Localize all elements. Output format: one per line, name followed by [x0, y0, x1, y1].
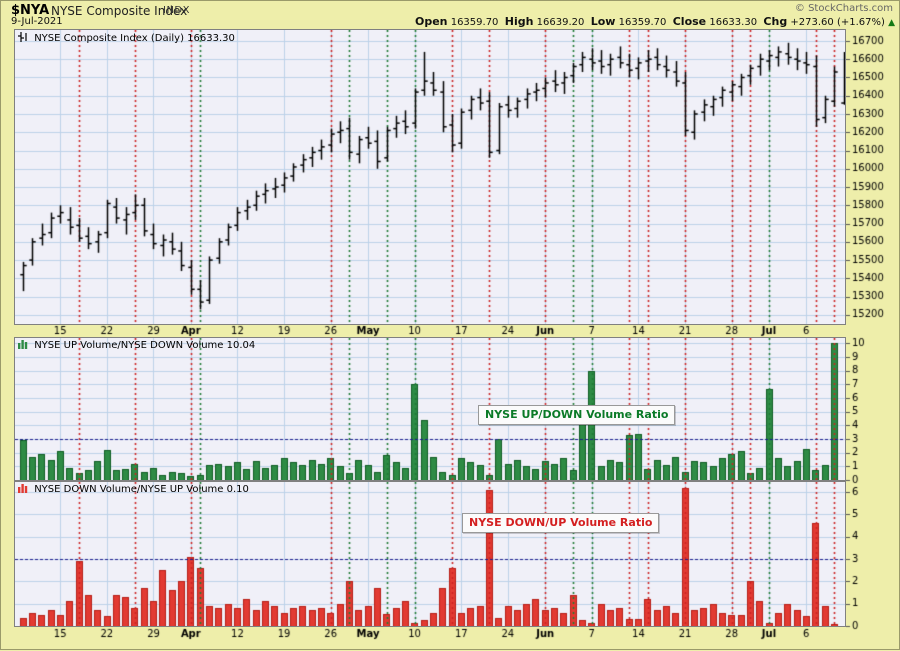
- chg-value: +273.60 (+1.67%): [790, 17, 885, 28]
- chart-header: $NYA NYSE Composite Index INDX 9-Jul-202…: [1, 1, 900, 28]
- bottom-x-axis: [14, 627, 846, 641]
- open-label: Open: [414, 15, 448, 28]
- downup-volume-panel[interactable]: [14, 481, 846, 627]
- high-label: High: [504, 15, 534, 28]
- open-value: 16359.70: [450, 17, 499, 28]
- price-panel[interactable]: [14, 29, 846, 325]
- high-value: 16639.20: [536, 17, 585, 28]
- updown-annotation-label: NYSE UP/DOWN Volume Ratio: [478, 405, 676, 425]
- chart-date: 9-Jul-2021: [11, 16, 63, 27]
- quote-bar: Open 16359.70 High 16639.20 Low 16359.70…: [415, 15, 895, 28]
- ticker-type: INDX: [163, 5, 190, 16]
- stockcharts-credit: © StockCharts.com: [794, 3, 893, 14]
- chg-label: Chg: [763, 15, 788, 28]
- updown-volume-panel[interactable]: [14, 337, 846, 481]
- low-value: 16359.70: [618, 17, 667, 28]
- downup-annotation-label: NYSE DOWN/UP Volume Ratio: [462, 513, 660, 533]
- y-axis-labels: [846, 1, 900, 651]
- close-value: 16633.30: [709, 17, 758, 28]
- ticker-name: NYSE Composite Index: [51, 4, 188, 18]
- price-chart-canvas[interactable]: [15, 30, 845, 324]
- close-label: Close: [672, 15, 707, 28]
- price-x-axis: [14, 325, 846, 337]
- downup-ratio-canvas[interactable]: [15, 482, 845, 626]
- low-label: Low: [590, 15, 616, 28]
- updown-ratio-canvas[interactable]: [15, 338, 845, 480]
- ticker-symbol: $NYA: [11, 3, 50, 18]
